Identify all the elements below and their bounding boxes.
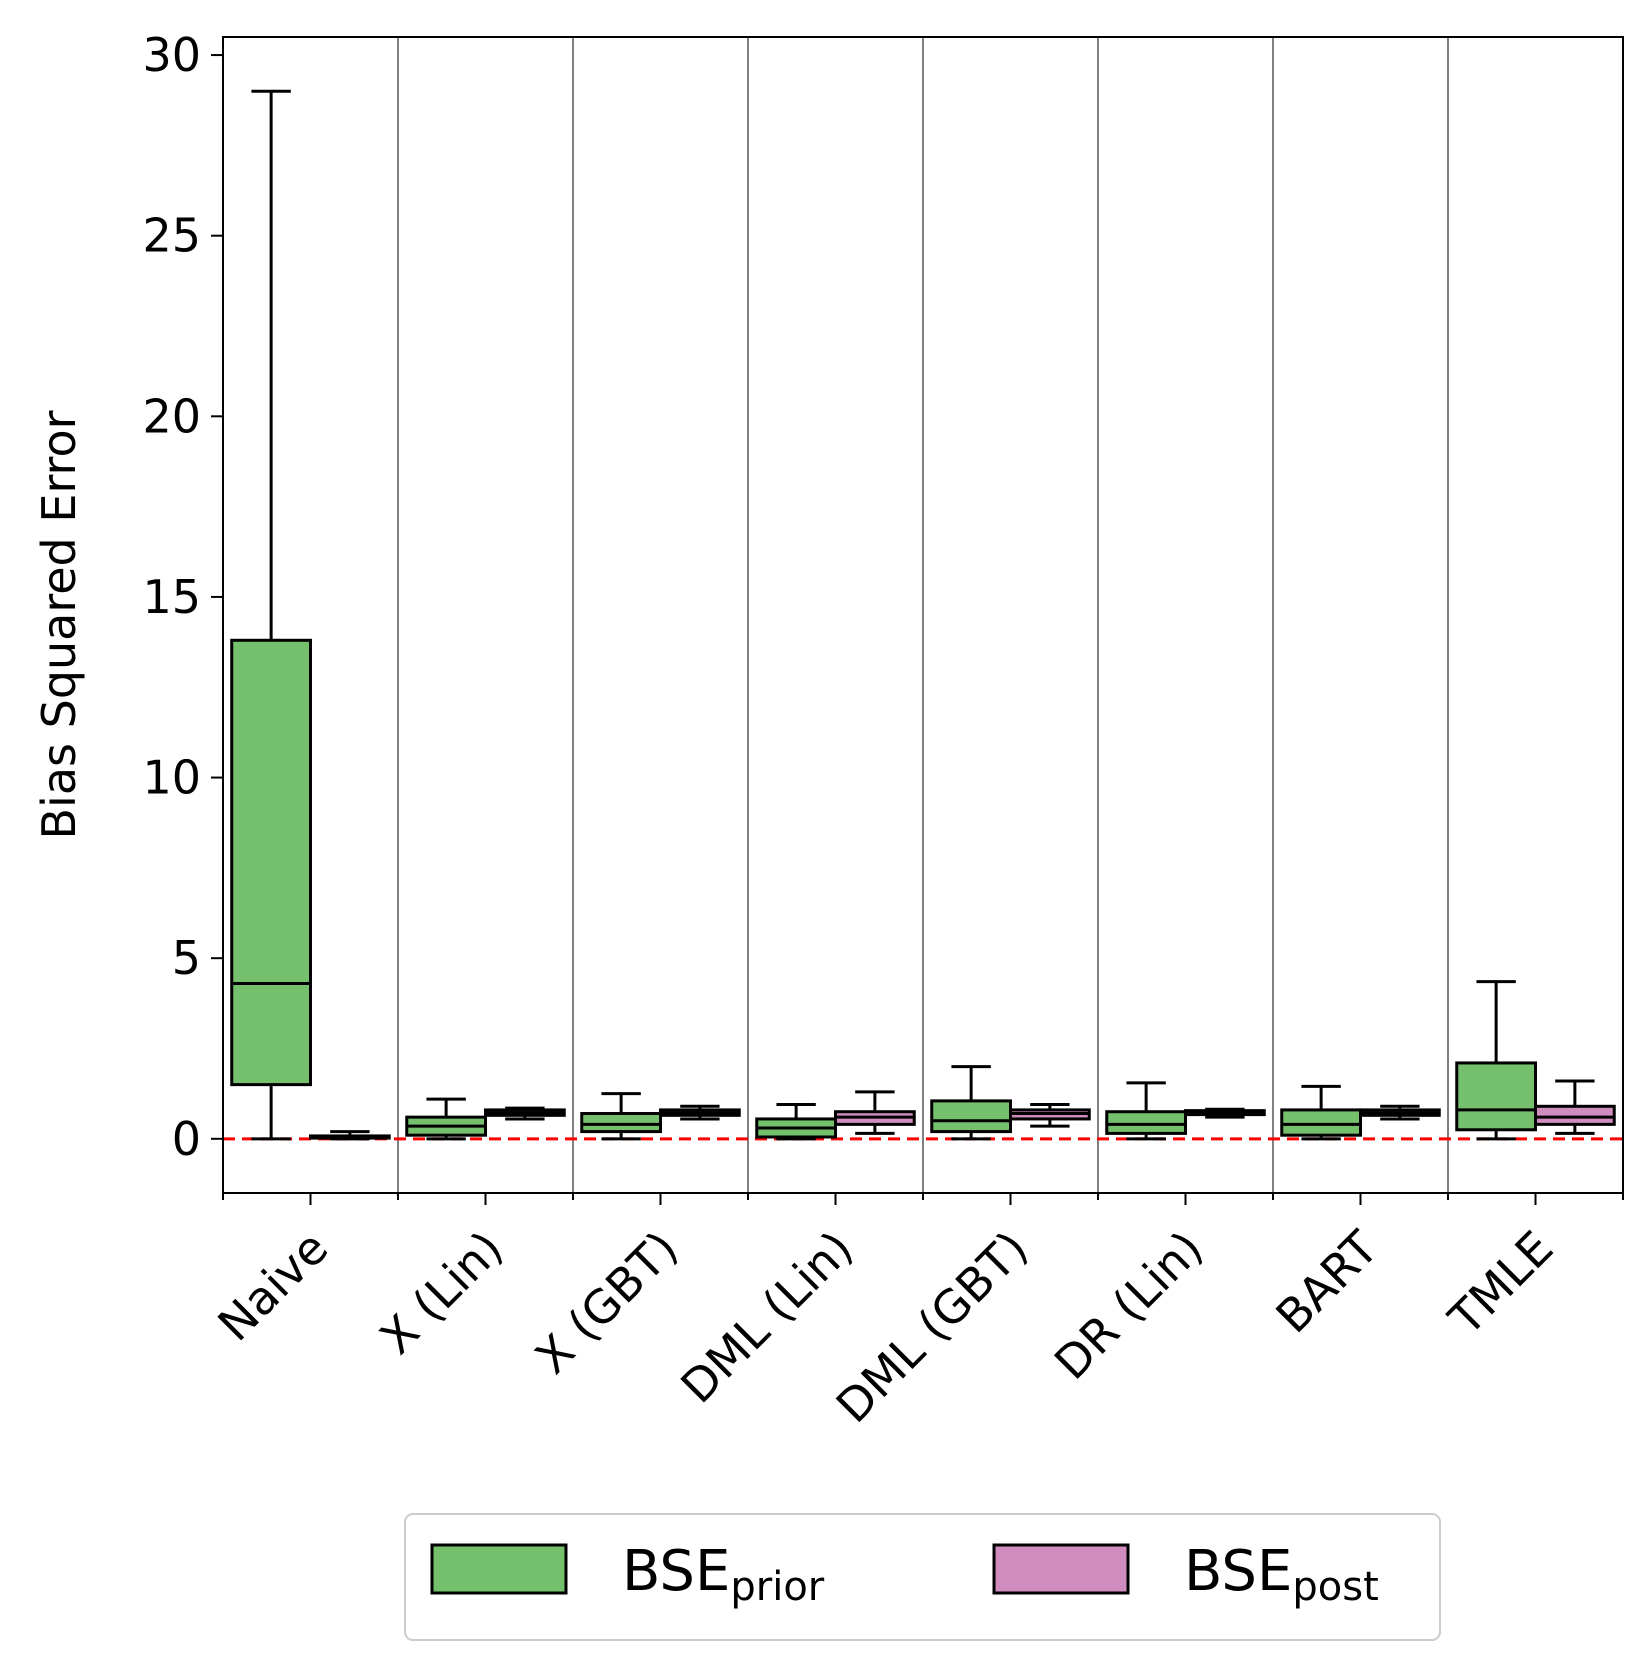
y-tick-label: 5 (172, 931, 201, 985)
box-iqr (1455, 1061, 1537, 1132)
box-prior (1280, 1084, 1362, 1141)
legend-label-main: BSE (1184, 1539, 1292, 1604)
category-separators (397, 37, 1449, 1193)
y-tick-label: 15 (142, 570, 201, 624)
x-tick-label: DML (GBT) (826, 1221, 1039, 1434)
box-iqr (230, 638, 312, 1087)
x-tick-label: X (GBT) (525, 1221, 689, 1385)
legend-swatch (992, 1543, 1130, 1595)
box-prior (755, 1102, 837, 1141)
box-post (1009, 1102, 1091, 1128)
box-prior (230, 89, 312, 1141)
legend-label: BSEpost (1184, 1539, 1379, 1610)
legend-frame (404, 1513, 1441, 1641)
legend-label: BSEprior (622, 1539, 825, 1610)
box-post (484, 1106, 566, 1121)
x-tick-label: BART (1265, 1220, 1388, 1343)
legend-label-subscript: post (1292, 1564, 1378, 1610)
box-post (309, 1130, 391, 1141)
y-tick-label: 25 (142, 209, 201, 263)
box-post (1184, 1107, 1266, 1119)
x-tick-label: Naive (208, 1221, 339, 1352)
box-post (834, 1090, 916, 1135)
box-iqr (1280, 1108, 1362, 1137)
box-prior (930, 1065, 1012, 1141)
legend-label-subscript: prior (730, 1564, 824, 1610)
y-tick-label: 10 (142, 751, 201, 805)
y-axis: 0 5 10 15 20 25 30 (142, 28, 223, 1166)
box-post (1359, 1104, 1441, 1121)
box-post (1534, 1079, 1616, 1135)
box-iqr (1534, 1104, 1616, 1126)
legend: BSEprior BSEpost (404, 1513, 1441, 1641)
legend-label-main: BSE (622, 1539, 730, 1604)
x-tick-label: DML (Lin) (670, 1221, 863, 1414)
x-tick-label: X (Lin) (369, 1221, 513, 1365)
box-prior (1455, 980, 1537, 1141)
x-axis: Naive X (Lin) X (GBT)DML (Lin)DML (GBT) DR … (208, 1193, 1624, 1434)
box-iqr (580, 1112, 662, 1134)
y-tick-label: 0 (172, 1112, 201, 1166)
legend-swatch (430, 1543, 568, 1595)
box-iqr (930, 1099, 1012, 1134)
x-tick-label: TMLE (1438, 1221, 1564, 1347)
box-prior (580, 1092, 662, 1141)
box-iqr (1105, 1110, 1187, 1135)
y-tick-label: 20 (142, 389, 201, 443)
box-prior (405, 1097, 487, 1141)
box-series (230, 89, 1616, 1141)
y-axis-label: Bias Squared Error (32, 410, 86, 839)
x-tick-label: DR (Lin) (1044, 1221, 1213, 1390)
box-prior (1105, 1081, 1187, 1141)
y-tick-label: 30 (142, 28, 201, 82)
box-post (659, 1104, 741, 1121)
